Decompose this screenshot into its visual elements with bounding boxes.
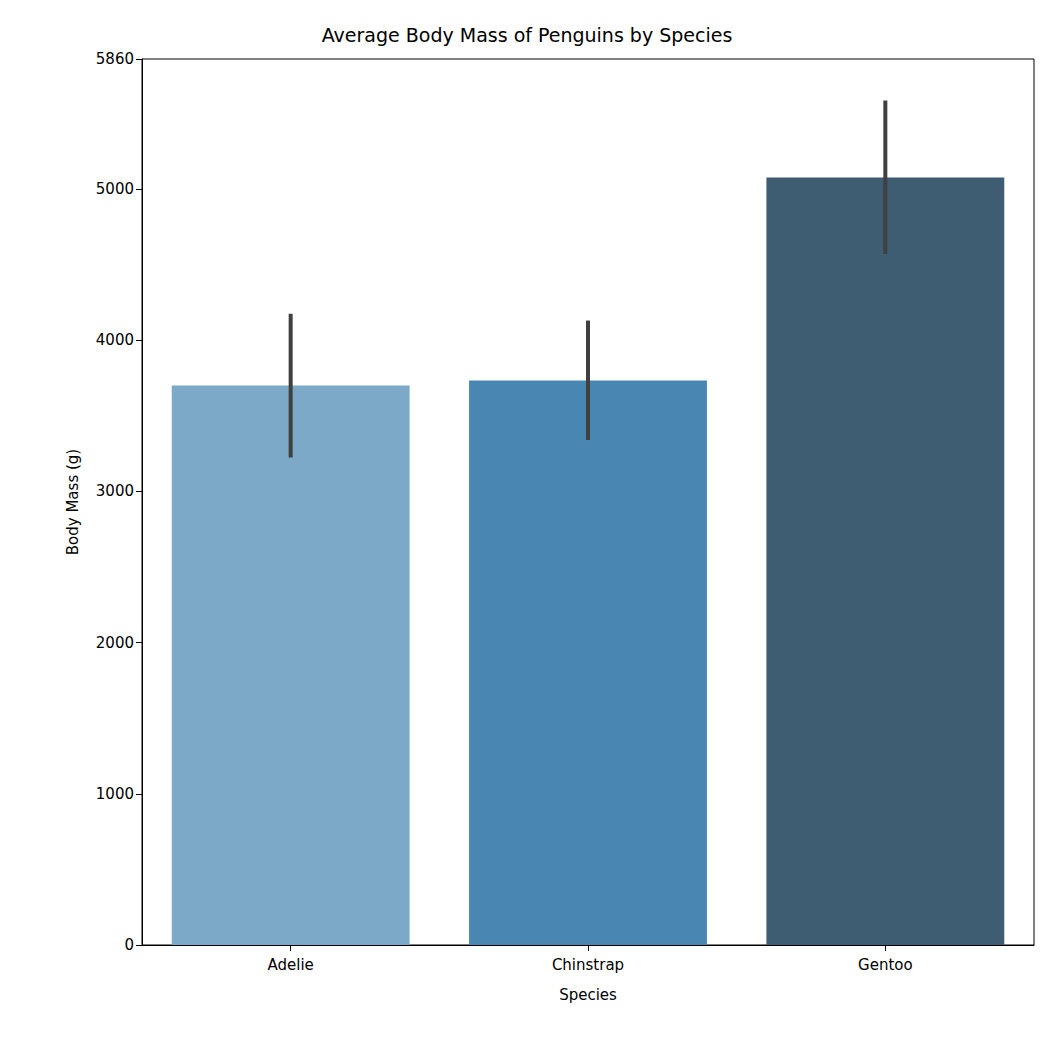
svg-text:0: 0: [124, 936, 134, 954]
svg-text:3000: 3000: [96, 482, 134, 500]
svg-text:4000: 4000: [96, 331, 134, 349]
svg-text:5000: 5000: [96, 180, 134, 198]
svg-text:Body Mass (g): Body Mass (g): [64, 449, 82, 555]
svg-text:5860: 5860: [96, 50, 134, 68]
svg-text:1000: 1000: [96, 785, 134, 803]
svg-text:Average Body Mass of Penguins: Average Body Mass of Penguins by Species: [322, 24, 733, 46]
svg-text:Adelie: Adelie: [268, 956, 314, 974]
svg-text:Gentoo: Gentoo: [858, 956, 913, 974]
svg-text:2000: 2000: [96, 634, 134, 652]
svg-text:Species: Species: [559, 986, 617, 1004]
svg-text:Chinstrap: Chinstrap: [552, 956, 624, 974]
